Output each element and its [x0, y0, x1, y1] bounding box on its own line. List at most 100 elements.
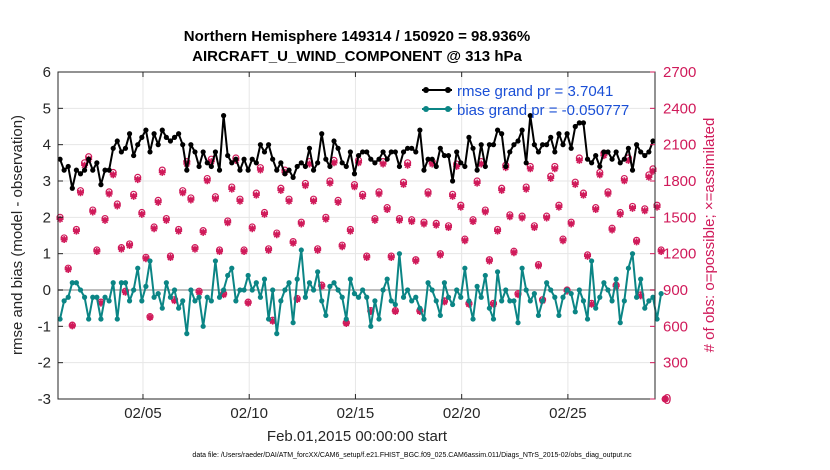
bias-point — [180, 298, 186, 304]
obs-assimilated-marker — [584, 252, 592, 260]
rmse-point — [118, 149, 124, 155]
obs-assimilated-marker — [113, 202, 121, 210]
bias-point — [245, 272, 251, 279]
bias-point — [564, 287, 570, 293]
bias-point — [486, 305, 492, 311]
rmse-point — [135, 142, 141, 148]
bias-point — [310, 287, 317, 293]
legend-rmse-marker — [445, 87, 451, 93]
bias-point — [449, 301, 456, 308]
rmse-point — [364, 149, 370, 155]
rmse-point — [589, 160, 595, 166]
rmse-point — [216, 167, 223, 173]
obs-assimilated-marker — [355, 159, 363, 167]
bias-point — [441, 280, 448, 286]
obs-assimilated-marker — [637, 292, 645, 300]
bias-point — [605, 287, 611, 293]
bias-point — [454, 287, 460, 293]
obs-assimilated-marker — [224, 219, 232, 227]
y-right-tick-label: 300 — [663, 355, 688, 372]
bias-point — [621, 298, 627, 304]
bias-point — [593, 305, 599, 311]
obs-assimilated-marker — [657, 248, 665, 256]
bias-point — [421, 316, 427, 322]
rmse-point — [392, 149, 398, 155]
rmse-point — [151, 131, 157, 137]
obs-assimilated-marker — [653, 203, 661, 211]
obs-assimilated-marker — [72, 227, 80, 235]
obs-assimilated-marker — [616, 210, 624, 218]
bias-point — [221, 287, 227, 293]
rmse-point — [98, 182, 104, 188]
bias-point — [229, 265, 235, 271]
rmse-point — [584, 156, 591, 162]
rmse-point — [539, 142, 546, 148]
rmse-point — [155, 142, 161, 148]
legend-bias-marker — [423, 106, 429, 112]
rmse-point — [265, 142, 272, 148]
obs-assimilated-marker — [244, 299, 252, 307]
bias-point — [437, 312, 443, 319]
bias-point — [200, 323, 206, 329]
bias-point — [429, 287, 435, 293]
rmse-point — [609, 156, 615, 162]
rmse-point — [184, 167, 190, 173]
rmse-point — [523, 160, 529, 166]
bias-point — [552, 294, 558, 300]
obs-assimilated-marker — [551, 165, 559, 173]
rmse-point — [192, 149, 198, 155]
y-right-tick-label: 600 — [663, 318, 688, 335]
obs-assimilated-marker — [526, 165, 534, 173]
rmse-point — [302, 163, 308, 170]
rmse-point — [233, 156, 239, 162]
rmse-point — [437, 145, 443, 151]
rmse-point — [572, 123, 578, 130]
bias-point — [482, 272, 488, 279]
rmse-point — [535, 149, 542, 155]
obs-assimilated-marker — [449, 192, 457, 200]
x-tick-labels: 02/05 02/10 02/15 02/20 02/25 — [124, 405, 586, 422]
bias-point — [339, 294, 345, 300]
rmse-point — [629, 167, 636, 173]
bias-point — [360, 287, 366, 293]
rmse-point — [163, 134, 169, 140]
rmse-point — [229, 160, 235, 166]
y-right-tick-label: 2700 — [663, 64, 696, 81]
rmse-point — [449, 178, 456, 184]
obs-assimilated-marker — [260, 210, 268, 218]
bias-point — [110, 280, 116, 286]
obs-assimilated-marker — [171, 297, 179, 305]
rmse-point — [503, 163, 509, 170]
obs-assimilated-marker — [494, 227, 502, 235]
bias-point — [73, 280, 80, 286]
obs-assimilated-marker — [326, 179, 334, 187]
obs-assimilated-marker — [596, 171, 604, 179]
bias-point — [347, 276, 353, 282]
obs-assimilated-marker — [457, 203, 465, 211]
obs-assimilated-marker — [158, 168, 166, 176]
obs-assimilated-marker — [559, 237, 567, 245]
obs-assimilated-marker — [93, 248, 101, 256]
bias-point — [445, 294, 452, 300]
rmse-point — [429, 156, 435, 162]
rmse-point — [380, 149, 386, 155]
bias-point — [462, 265, 468, 271]
bias-point — [368, 323, 374, 329]
y-left-tick-label: 4 — [43, 137, 51, 154]
bias-point — [531, 291, 537, 297]
bias-point — [143, 283, 149, 289]
rmse-point — [580, 120, 587, 126]
rmse-point — [597, 163, 603, 170]
y-left-tick-label: 2 — [43, 209, 51, 226]
tick-layer — [58, 71, 655, 400]
bias-point — [544, 280, 550, 286]
rmse-point — [106, 167, 112, 173]
bias-point — [650, 294, 656, 300]
obs-assimilated-marker — [301, 182, 309, 190]
bias-point — [86, 316, 92, 322]
rmse-point — [605, 149, 611, 155]
obs-assimilated-marker — [567, 220, 575, 228]
bias-point — [405, 287, 411, 293]
y-left-tick-label: 1 — [43, 246, 51, 263]
rmse-point — [114, 138, 120, 144]
